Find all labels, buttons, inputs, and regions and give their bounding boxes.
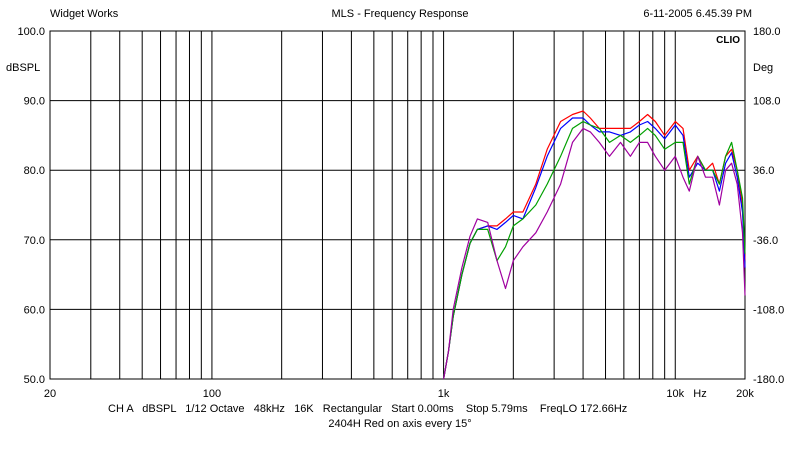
y2-tick-label: 108.0 [753,96,781,108]
x-tick-label: 20 [44,388,56,400]
grid [50,31,745,379]
measurement-settings: CH A dBSPL 1/12 Octave 48kHz 16K Rectang… [108,403,628,415]
y-axis-label: dBSPL [6,62,40,74]
header-timestamp: 6-11-2005 6.45.39 PM [643,8,752,20]
chart-caption: 2404H Red on axis every 15° [328,418,472,430]
clio-watermark: CLIO [716,35,740,46]
x-tick-label: 1k [438,388,450,400]
y2-tick-label: -180.0 [753,374,784,386]
y2-tick-label: 36.0 [753,165,774,177]
series-layer [443,110,746,380]
y-tick-label: 70.0 [24,235,45,247]
series-line-3 [443,120,746,380]
y2-tick-label: 180.0 [753,26,781,38]
plot-area [49,30,746,380]
y-tick-label: 100.0 [17,26,45,38]
y2-tick-label: -108.0 [753,304,784,316]
header-title: MLS - Frequency Response [331,8,469,20]
header-left: Widget Works [50,8,119,20]
y2-tick-label: -36.0 [753,235,778,247]
x-tick-label: 10k [666,388,684,400]
x-axis-unit: Hz [693,388,706,400]
x-tick-label: 20k [736,388,754,400]
x-tick-label: 100 [203,388,221,400]
y2-axis-label: Deg [753,62,773,74]
y-tick-label: 60.0 [24,304,45,316]
y-tick-label: 80.0 [24,165,45,177]
series-line-4 [443,127,746,380]
y-tick-label: 90.0 [24,96,45,108]
y-tick-label: 50.0 [24,374,45,386]
tick-labels: 100.0 90.0 80.0 70.0 60.0 50.0 180.0 108.0 36.0 -… [17,26,784,400]
